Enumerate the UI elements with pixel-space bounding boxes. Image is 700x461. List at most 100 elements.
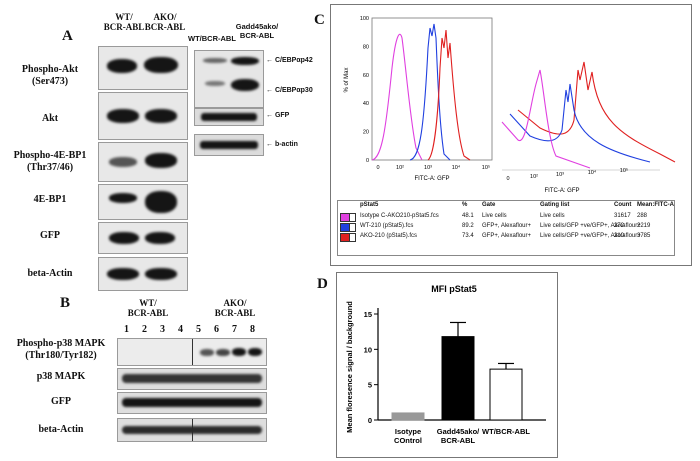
cell-pct: 73.4	[462, 233, 474, 239]
y-tick-0: 0	[366, 158, 369, 164]
col-header-mean: Mean:FITC-A	[637, 202, 674, 208]
row-checkbox	[349, 213, 356, 222]
bar-2	[489, 368, 523, 421]
cell-count: 210	[614, 233, 625, 239]
row-label-b-gfp: GFP	[51, 396, 71, 407]
panel-c-letter: C	[314, 12, 325, 28]
lane-number-7: 7	[232, 324, 237, 335]
row-checkbox	[349, 223, 356, 232]
lane-number-6: 6	[214, 324, 219, 335]
lane-number-8: 8	[250, 324, 255, 335]
blot-b-gfp	[117, 392, 267, 414]
x-tick-3: 10⁴	[452, 164, 461, 171]
offset-x-tick-labels: 0 10² 10³ 10⁴ 10⁵	[506, 167, 628, 182]
table-row: Isotype C-AKO210-pStat5.fcs 48.1 Live cell…	[338, 213, 674, 222]
panel-b-header-ako: AKO/ BCR-ABL	[214, 298, 256, 318]
offset-x-tick-0: 0	[506, 176, 509, 182]
blot-phospho-p38	[117, 338, 267, 366]
x-tick-2: 10³	[424, 165, 432, 171]
lane-number-2: 2	[142, 324, 147, 335]
histogram-3d-red	[517, 61, 676, 163]
histogram-3d-offset: 0 10² 10³ 10⁴ 10⁵ FITC-A: GFP	[501, 61, 676, 194]
chart-title: MFI pStat5	[431, 284, 477, 294]
arrow-label-cebpa-bactin: ← b-actin	[266, 141, 298, 148]
mfi-bar-chart: MFI pStat5 Mean floresence signal / backg…	[345, 284, 546, 445]
row-checkbox	[349, 233, 356, 242]
x-tick-1: 10²	[396, 165, 404, 171]
cebpa-gfp-text: GFP	[274, 112, 290, 119]
col-header-gate: Gate	[482, 202, 496, 208]
row-label-phospho-akt: Phospho-Akt (Ser473)	[21, 64, 79, 87]
cell-count: 272	[614, 223, 625, 229]
y-tick-label-10: 10	[364, 345, 372, 354]
cebpa-p30-text: C/EBPαp30	[274, 87, 313, 94]
cell-gate: GFP+, Alexaflour+	[482, 223, 532, 229]
lane-number-1: 1	[124, 324, 129, 335]
cell-name: Isotype C-AKO210-pStat5.fcs	[360, 213, 439, 219]
category-label-0: Isotype COntrol	[394, 427, 422, 445]
panel-a-letter: A	[62, 28, 73, 44]
arrow-label-cebpa-gfp: ← GFP	[266, 112, 290, 119]
blot-gfp	[98, 222, 188, 254]
offset-x-tick-4: 10⁵	[620, 167, 628, 174]
cell-gate: GFP+, Alexaflour+	[482, 233, 532, 239]
blot-p38	[117, 368, 267, 390]
histogram-isotype	[371, 33, 423, 161]
histogram-3d-blue	[509, 83, 651, 163]
y-tick-20: 20	[363, 130, 369, 136]
row-label-b-actin: beta-Actin	[38, 424, 84, 435]
category-label-1: Gadd45ako/BCR-ABL	[437, 427, 480, 445]
histogram-3d-magenta	[501, 69, 591, 169]
row-label-4ebp1: 4E-BP1	[33, 194, 67, 205]
cell-mean: 3785	[637, 233, 651, 239]
histogram-wt	[409, 23, 451, 161]
y-tick-60: 60	[363, 73, 369, 79]
y-tick-label-5: 5	[368, 381, 372, 390]
lane-number-5: 5	[196, 324, 201, 335]
arrow-label-cebpa-p42: ← C/EBPαp42	[266, 57, 313, 64]
blot-cebpa	[194, 50, 264, 108]
cebpa-bactin-text: b-actin	[274, 141, 298, 148]
histogram-overlay: % of Max 0 20 40 60 80 100 0 10² 10³ 10⁴ 10⁵ FITC…	[344, 16, 493, 182]
cell-gating: Live cells/GFP +ve/GFP+, Alexaflour+	[540, 233, 641, 239]
panel-a-header-wt: WT/ BCR-ABL	[103, 12, 145, 32]
category-label-2: WT/BCR-ABL	[482, 427, 530, 436]
gating-table: pStat5 % Gate Gating list Count Mean:FIT…	[337, 200, 675, 256]
panel-d-letter: D	[317, 276, 328, 292]
cell-gating: Live cells/GFP +ve/GFP+, Alexaflour+	[540, 223, 641, 229]
col-header-pct: %	[462, 202, 468, 208]
y-tick-100: 100	[360, 16, 369, 22]
col-header-count: Count	[614, 202, 632, 208]
histogram-ako	[427, 29, 471, 161]
y-tick-label-15: 15	[364, 310, 372, 319]
cell-pct: 48.1	[462, 213, 474, 219]
y-tick-labels: 0 20 40 60 80 100	[360, 16, 369, 164]
offset-x-tick-3: 10⁴	[588, 169, 597, 176]
x-tick-4: 10⁵	[482, 164, 490, 171]
blot-beta-actin	[98, 257, 188, 291]
y-tick-80: 80	[363, 44, 369, 50]
cell-gating: Live cells	[540, 213, 565, 219]
cell-name: WT-210 (pStat5).fcs	[360, 223, 414, 229]
panel-b-header-wt: WT/ BCR-ABL	[127, 298, 169, 318]
row-label-phospho-p38: Phospho-p38 MAPK (Thr180/Tyr182)	[16, 338, 106, 361]
blot-phospho-akt	[98, 46, 188, 90]
blot-cebpa-gfp	[194, 108, 264, 126]
table-row: AKO-210 (pStat5).fcs 73.4 GFP+, Alexaflour…	[338, 233, 674, 242]
cebpa-p42-text: C/EBPαp42	[274, 57, 313, 64]
col-header-pstat5: pStat5	[360, 202, 379, 208]
histogram-frame	[371, 17, 493, 161]
cebpa-header-wt: WT/BCR-ABL	[188, 34, 236, 43]
blot-4ebp1	[98, 184, 188, 220]
y-tick-40: 40	[363, 101, 369, 107]
chart-ylabel: Mean floresence signal / background	[345, 301, 354, 433]
y-tick-label-0: 0	[368, 416, 372, 425]
x-tick-0: 0	[376, 165, 379, 171]
col-header-gating-list: Gating list	[540, 202, 570, 208]
blot-cebpa-bactin	[194, 134, 264, 156]
y-axis-label: % of Max	[344, 67, 350, 92]
row-label-beta-actin: beta-Actin	[27, 268, 73, 279]
blot-akt	[98, 92, 188, 140]
offset-x-axis-label: FITC-A: GFP	[545, 188, 580, 194]
cell-mean: 288	[637, 213, 648, 219]
